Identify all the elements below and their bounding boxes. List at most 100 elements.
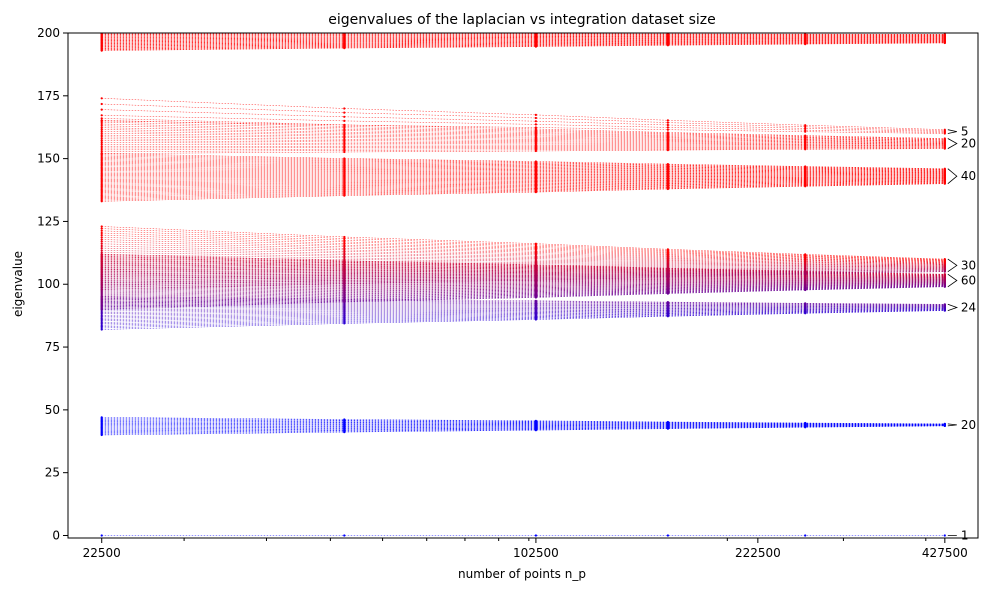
eigenvalue-line bbox=[101, 148, 945, 154]
eigenvalue-line bbox=[101, 275, 945, 280]
eigenvalue-point bbox=[100, 260, 103, 263]
eigenvalue-line bbox=[101, 37, 945, 40]
eigenvalue-line bbox=[101, 40, 945, 47]
eigenvalue-line bbox=[101, 285, 945, 304]
eigenvalue-line bbox=[101, 38, 945, 42]
eigenvalue-point bbox=[343, 269, 346, 272]
chart-title: eigenvalues of the laplacian vs integrat… bbox=[328, 12, 715, 28]
eigenvalue-lines bbox=[100, 33, 946, 537]
eigenvalue-point bbox=[100, 257, 103, 260]
eigenvalue-point bbox=[343, 245, 346, 248]
eigenvalue-point bbox=[100, 253, 103, 256]
group-bracket bbox=[947, 303, 959, 311]
eigenvalue-line bbox=[101, 282, 945, 291]
eigenvalue-point bbox=[100, 139, 103, 142]
eigenvalue-line bbox=[101, 266, 945, 278]
eigenvalue-line bbox=[101, 424, 945, 428]
y-tick-label: 75 bbox=[45, 340, 60, 354]
eigenvalue-line bbox=[101, 226, 945, 260]
eigenvalue-line bbox=[101, 263, 945, 277]
eigenvalue-point bbox=[343, 242, 346, 245]
eigenvalue-line bbox=[101, 170, 945, 175]
eigenvalue-line bbox=[101, 308, 945, 319]
eigenvalue-line bbox=[101, 281, 945, 288]
eigenvalue-point bbox=[804, 130, 807, 133]
eigenvalue-line bbox=[101, 258, 945, 266]
eigenvalue-line bbox=[101, 40, 945, 46]
eigenvalue-line bbox=[101, 38, 945, 43]
eigenvalue-point bbox=[666, 248, 670, 251]
eigenvalue-line bbox=[101, 285, 945, 306]
eigenvalue-line bbox=[101, 228, 945, 260]
eigenvalue-line bbox=[101, 267, 945, 273]
eigenvalue-line bbox=[101, 254, 945, 266]
eigenvalue-line bbox=[101, 37, 945, 40]
eigenvalue-line bbox=[101, 131, 945, 143]
eigenvalue-point bbox=[343, 271, 346, 274]
eigenvalue-line bbox=[101, 243, 945, 263]
eigenvalue-line bbox=[101, 285, 945, 307]
eigenvalue-line bbox=[101, 309, 945, 323]
eigenvalue-point bbox=[804, 134, 807, 137]
eigenvalue-line bbox=[101, 159, 945, 171]
eigenvalue-point bbox=[343, 240, 346, 243]
eigenvalue-point bbox=[943, 137, 946, 140]
eigenvalue-line bbox=[101, 284, 945, 303]
eigenvalue-line bbox=[101, 306, 945, 312]
eigenvalue-point bbox=[100, 117, 103, 120]
eigenvalue-line bbox=[101, 129, 945, 142]
eigenvalue-point bbox=[343, 239, 346, 242]
eigenvalue-line bbox=[101, 234, 945, 262]
eigenvalue-line bbox=[101, 40, 945, 46]
eigenvalue-line bbox=[101, 147, 945, 151]
eigenvalue-line bbox=[101, 423, 945, 425]
eigenvalue-point bbox=[804, 124, 807, 127]
eigenvalue-line bbox=[101, 230, 945, 261]
eigenvalue-line bbox=[101, 307, 945, 315]
eigenvalue-point bbox=[100, 143, 103, 146]
eigenvalue-line bbox=[101, 181, 945, 196]
x-axis: 22500 102500 222500 427500 bbox=[83, 538, 968, 560]
eigenvalue-line bbox=[101, 138, 945, 145]
eigenvalue-point bbox=[100, 141, 103, 144]
eigenvalue-line bbox=[101, 181, 945, 195]
eigenvalue-line bbox=[101, 153, 945, 169]
eigenvalue-point bbox=[100, 255, 103, 258]
eigenvalue-point bbox=[343, 272, 346, 275]
eigenvalue-line bbox=[101, 177, 945, 182]
group-bracket bbox=[947, 258, 958, 273]
eigenvalue-line bbox=[101, 33, 945, 35]
eigenvalue-line bbox=[101, 263, 945, 267]
eigenvalue-point bbox=[943, 534, 946, 537]
eigenvalue-point bbox=[534, 299, 538, 302]
eigenvalue-line bbox=[101, 180, 945, 191]
eigenvalue-line bbox=[101, 270, 945, 284]
eigenvalue-line bbox=[101, 308, 945, 320]
eigenvalue-line bbox=[101, 308, 945, 322]
eigenvalue-point bbox=[534, 242, 538, 245]
eigenvalue-line bbox=[101, 261, 945, 277]
eigenvalue-line bbox=[101, 286, 945, 310]
eigenvalue-line bbox=[101, 297, 945, 305]
eigenvalue-line bbox=[101, 267, 945, 278]
eigenvalue-line bbox=[101, 118, 945, 139]
eigenvalue-line bbox=[101, 285, 945, 304]
group-count-label: 30 bbox=[961, 258, 976, 272]
eigenvalue-line bbox=[101, 164, 945, 173]
eigenvalue-point bbox=[100, 132, 103, 135]
eigenvalue-line bbox=[101, 109, 945, 132]
eigenvalue-point bbox=[804, 33, 807, 36]
eigenvalue-line bbox=[101, 163, 945, 173]
eigenvalue-line bbox=[101, 136, 945, 145]
eigenvalue-line bbox=[101, 282, 945, 293]
eigenvalue-point bbox=[100, 277, 103, 280]
eigenvalue-point bbox=[943, 167, 946, 170]
eigenvalue-point bbox=[100, 534, 103, 537]
eigenvalue-line bbox=[101, 174, 945, 176]
eigenvalue-line bbox=[101, 36, 945, 39]
eigenvalue-line bbox=[101, 180, 945, 194]
eigenvalue-line bbox=[101, 144, 945, 147]
eigenvalue-line bbox=[101, 255, 945, 275]
eigenvalue-line bbox=[101, 256, 945, 266]
